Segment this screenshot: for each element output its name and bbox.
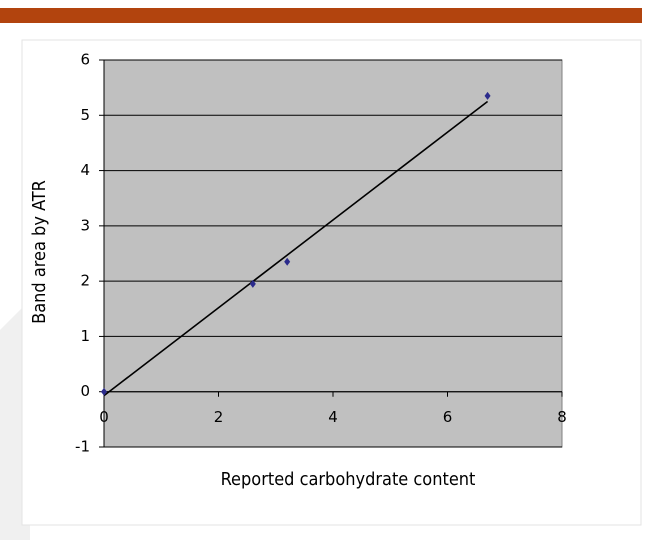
x-tick-label: 8	[557, 408, 567, 426]
y-tick-label: 6	[80, 51, 90, 69]
trendline	[103, 100, 489, 397]
plot-area	[103, 59, 563, 448]
y-tick-label: 0	[80, 382, 90, 400]
x-tick-label: 4	[328, 408, 338, 426]
y-tick-label: -1	[75, 438, 90, 456]
y-tick-label: 3	[80, 216, 90, 234]
x-tick-label: 2	[214, 408, 224, 426]
x-axis-title: Reported carbohydrate content	[221, 469, 476, 490]
y-tick-label: 2	[80, 272, 90, 290]
x-tick-label: 0	[99, 408, 109, 426]
data-point	[484, 91, 491, 100]
data-point	[249, 279, 256, 288]
y-tick-label: 4	[80, 161, 90, 179]
y-axis-title: Band area by ATR	[29, 180, 50, 324]
x-tick-label: 6	[443, 408, 453, 426]
data-point	[284, 257, 291, 266]
data-point	[101, 387, 107, 396]
header-bar	[0, 8, 642, 23]
y-tick-label: 1	[80, 327, 90, 345]
y-tick-label: 5	[80, 106, 90, 124]
